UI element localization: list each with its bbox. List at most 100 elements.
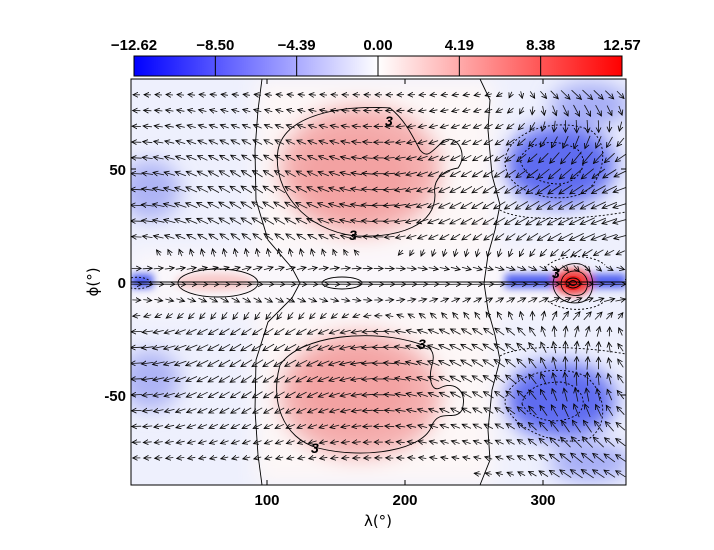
wind-vector [329,361,341,365]
wind-vector [208,375,220,382]
wind-vector [201,249,203,257]
wind-vector [537,200,551,209]
wind-vector [242,125,251,129]
wind-vector [550,152,560,164]
wind-vector [208,218,220,225]
wind-vector [318,329,329,333]
wind-vector [498,248,501,257]
wind-vector [153,346,165,348]
wind-vector [187,425,197,428]
wind-vector [308,140,318,144]
wind-vector [224,249,226,257]
wind-vector [532,106,533,114]
wind-vector [509,312,513,321]
wind-vector [395,189,407,191]
wind-vector [254,94,261,95]
wind-vector [209,441,218,444]
wind-vector [298,94,305,95]
wind-vector [495,233,505,241]
wind-vector [186,187,198,193]
wind-vector [592,168,606,179]
wind-vector [418,235,428,239]
wind-vector [407,409,417,411]
wind-vector [408,458,416,459]
wind-vector [297,298,306,302]
wind-vector [485,109,493,112]
x-axis-label: λ(°) [364,512,392,530]
wind-vector [517,440,526,446]
wind-vector [131,347,143,348]
wind-vector [199,110,207,112]
wind-vector [602,201,618,208]
wind-vector [307,203,319,209]
wind-vector [197,187,209,193]
wind-vector [263,359,275,367]
wind-vector [596,136,602,148]
wind-vector [417,156,428,159]
wind-vector [397,110,405,111]
wind-vector [154,426,164,428]
wind-vector [454,248,456,257]
wind-vector [584,104,590,116]
wind-vector [230,267,240,270]
wind-vector [569,233,584,240]
wind-vector [515,217,528,225]
wind-vector [562,312,569,321]
wind-vector [450,202,462,208]
wind-vector [528,455,537,461]
wind-vector [616,267,625,269]
wind-vector [165,299,173,301]
wind-vector [329,268,339,270]
wind-vector [518,138,526,146]
wind-vector [329,330,340,334]
wind-vector [131,174,143,175]
wind-vector [417,219,429,223]
wind-vector [462,233,472,240]
wind-vector [235,249,237,257]
wind-vector [580,217,595,225]
wind-vector [529,406,537,416]
wind-vector [581,184,595,194]
wind-vector [594,312,602,320]
wind-vector [494,375,505,384]
wind-vector [230,218,242,225]
wind-vector [462,329,472,335]
wind-vector [197,203,209,209]
wind-vector [153,173,165,175]
wind-vector [538,298,548,303]
wind-vector [607,389,613,401]
wind-vector [319,156,329,160]
contour-label: 3 [552,265,560,281]
wind-vector [208,391,219,398]
wind-vector [548,168,561,179]
wind-vector [241,359,253,367]
wind-vector [252,359,264,367]
wind-vector [505,217,517,225]
wind-vector [574,404,580,418]
wind-vector [330,425,340,428]
wind-vector [473,424,483,428]
wind-vector [450,345,462,351]
wind-vector [550,438,560,447]
wind-vector [274,391,285,398]
wind-vector [241,171,252,178]
wind-vector [219,186,231,194]
wind-vector [176,235,186,239]
wind-vector [529,390,537,400]
wind-vector [352,442,361,443]
wind-vector [318,203,330,208]
wind-vector [244,311,250,319]
wind-vector [484,440,493,444]
wind-vector [395,394,406,396]
wind-vector [561,248,571,256]
wind-vector [517,391,527,400]
wind-vector [539,471,549,477]
wind-vector [518,328,526,336]
wind-vector [153,394,164,396]
wind-vector [406,378,418,381]
west-cold-patch-south [131,350,180,410]
wind-vector [342,314,350,318]
wind-vector [186,219,198,224]
wind-vector [362,394,374,395]
wind-vector [385,426,395,427]
